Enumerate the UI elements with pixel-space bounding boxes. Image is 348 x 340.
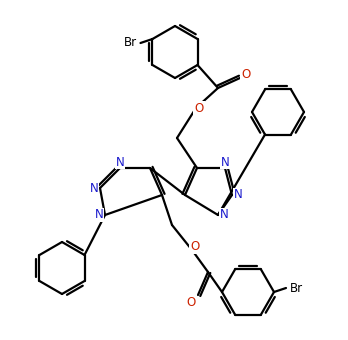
- Text: O: O: [195, 102, 204, 115]
- Text: Br: Br: [290, 282, 302, 294]
- Text: O: O: [242, 68, 251, 82]
- Text: Br: Br: [124, 36, 137, 50]
- Text: N: N: [234, 188, 242, 202]
- Text: N: N: [90, 182, 98, 194]
- Text: N: N: [95, 208, 103, 221]
- Text: N: N: [116, 155, 124, 169]
- Text: N: N: [220, 208, 228, 221]
- Text: O: O: [190, 240, 200, 254]
- Text: N: N: [221, 155, 229, 169]
- Text: O: O: [187, 295, 196, 308]
